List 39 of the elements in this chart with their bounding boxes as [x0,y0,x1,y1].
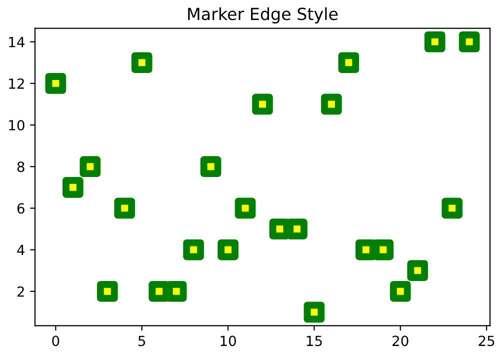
y-tick-label: 10 [9,120,24,130]
chart-title: Marker Edge Style [188,7,338,24]
point [234,198,256,219]
point [218,239,238,260]
point [390,280,411,302]
point [407,260,428,281]
point [252,94,273,115]
point [131,52,152,74]
point [148,280,170,302]
point [80,156,101,178]
x-tick-label: 15 [306,336,322,346]
point [338,52,360,74]
point [286,218,308,240]
point [200,156,222,178]
x-tick-label: 20 [392,336,408,346]
point [45,73,66,94]
point [166,280,187,302]
y-tick-label: 8 [17,162,24,172]
point [304,302,325,323]
point [424,31,446,52]
point [355,239,376,260]
point [321,94,342,115]
x-tick-label: 10 [220,336,236,346]
y-tick-label: 2 [17,286,24,297]
x-tick-label: 5 [138,336,146,346]
point [96,280,118,302]
y-tick-label: 14 [9,36,24,48]
y-tick-label: 6 [17,203,24,214]
x-tick-label: 0 [52,336,60,346]
x-tick-label: 25 [478,336,494,346]
point [62,176,84,198]
y-tick-label: 12 [9,78,24,89]
y-tick-label: 4 [17,244,24,256]
point [458,31,480,52]
point [442,198,463,219]
point [183,239,204,260]
point [269,218,290,240]
point [372,239,394,260]
point [114,198,136,219]
